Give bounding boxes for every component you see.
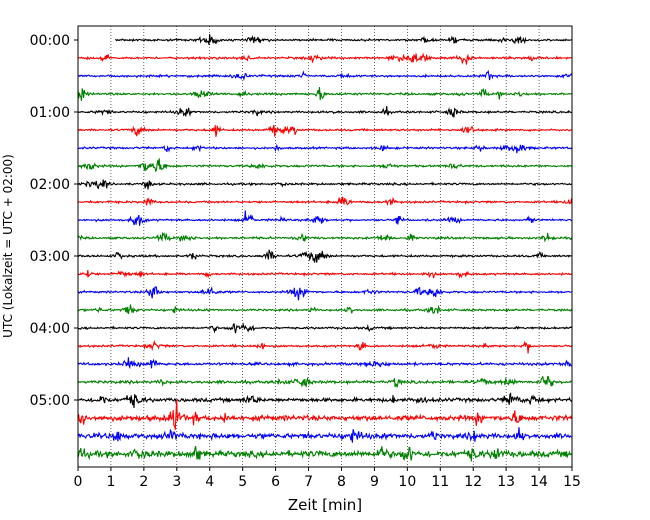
trace-7 xyxy=(77,158,572,173)
x-tick-label: 6 xyxy=(271,474,280,490)
trace-1 xyxy=(77,52,572,65)
trace-19 xyxy=(77,375,572,388)
x-tick-label: 13 xyxy=(497,474,515,490)
y-tick-label: 00:00 xyxy=(30,33,70,49)
trace-13 xyxy=(77,270,572,279)
trace-5 xyxy=(77,124,572,137)
trace-14 xyxy=(77,286,572,301)
x-tick-label: 0 xyxy=(74,474,83,490)
trace-12 xyxy=(77,249,572,263)
y-tick-label: 02:00 xyxy=(30,177,70,193)
x-tick-label: 10 xyxy=(398,474,416,490)
y-tick-label: 01:00 xyxy=(30,105,70,121)
trace-17 xyxy=(77,339,572,354)
trace-10 xyxy=(77,210,572,226)
trace-0 xyxy=(115,34,572,45)
trace-2 xyxy=(77,69,573,81)
trace-4 xyxy=(77,106,572,118)
y-tick-label: 04:00 xyxy=(30,321,70,337)
trace-3 xyxy=(77,87,572,101)
x-tick-label: 8 xyxy=(337,474,346,490)
trace-18 xyxy=(77,357,572,370)
y-tick-label: 03:00 xyxy=(30,249,70,265)
x-tick-label: 9 xyxy=(370,474,379,490)
x-tick-label: 2 xyxy=(139,474,148,490)
trace-16 xyxy=(77,322,572,334)
trace-6 xyxy=(77,143,572,154)
x-tick-label: 3 xyxy=(172,474,181,490)
y-axis-label: UTC (Lokalzeit = UTC + 02:00) xyxy=(1,154,15,338)
trace-22 xyxy=(77,427,572,443)
x-tick-label: 5 xyxy=(238,474,247,490)
trace-11 xyxy=(77,231,573,243)
y-tick-label: 05:00 xyxy=(30,393,70,409)
ticks-layer: 0 1 2 3 4 5 6 7 8 9 10 11 12 13 14 1500:0001:0002:0003:… xyxy=(30,33,581,490)
trace-8 xyxy=(77,179,572,190)
trace-21 xyxy=(77,399,573,430)
x-tick-label: 15 xyxy=(563,474,581,490)
trace-20 xyxy=(77,392,572,409)
x-tick-label: 1 xyxy=(106,474,115,490)
x-axis-label: Zeit [min] xyxy=(288,496,362,514)
x-tick-label: 7 xyxy=(304,474,313,490)
trace-23 xyxy=(77,446,572,462)
traces-layer xyxy=(77,34,573,462)
x-tick-label: 11 xyxy=(431,474,449,490)
trace-15 xyxy=(77,304,572,315)
x-tick-label: 4 xyxy=(205,474,214,490)
plot-frame xyxy=(77,25,573,468)
x-tick-label: 12 xyxy=(464,474,482,490)
trace-9 xyxy=(77,196,573,207)
x-tick-label: 14 xyxy=(530,474,548,490)
